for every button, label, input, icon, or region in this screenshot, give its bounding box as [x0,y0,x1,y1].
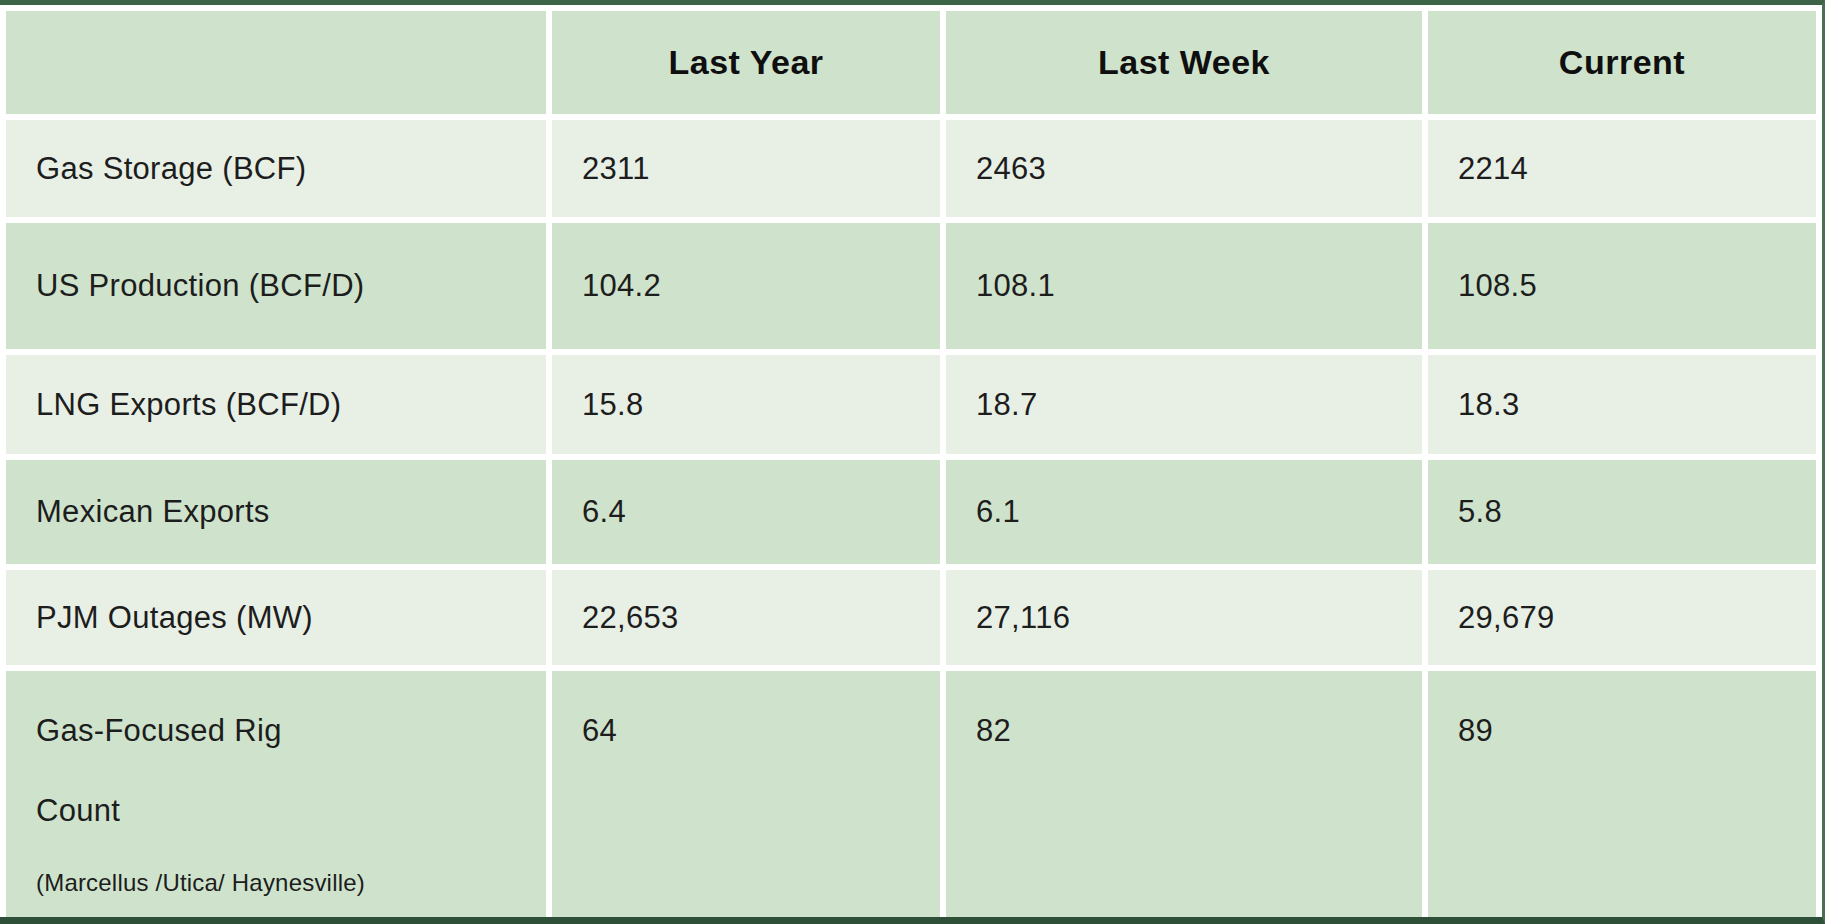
cell-pjm-outages-current: 29,679 [1428,570,1816,665]
table-row-us-production: US Production (BCF/D) 104.2 108.1 108.5 [6,223,1816,349]
table-row-rig-count: Gas-Focused Rig Count (Marcellus /Utica/… [6,671,1816,917]
table-row-mexican-exports: Mexican Exports 6.4 6.1 5.8 [6,460,1816,564]
header-row: Last Year Last Week Current [6,11,1816,114]
cell-mexican-exports-last-year: 6.4 [552,460,940,564]
rig-count-label-line-1: Gas-Focused Rig [36,691,536,771]
row-label-rig-count: Gas-Focused Rig Count (Marcellus /Utica/… [6,671,546,917]
cell-gas-storage-current: 2214 [1428,120,1816,217]
cell-pjm-outages-last-year: 22,653 [552,570,940,665]
row-label-us-production: US Production (BCF/D) [6,223,546,349]
cell-lng-exports-last-year: 15.8 [552,355,940,454]
col-header-last-year: Last Year [552,11,940,114]
table-row-pjm-outages: PJM Outages (MW) 22,653 27,116 29,679 [6,570,1816,665]
corner-cell [6,11,546,114]
row-label-mexican-exports: Mexican Exports [6,460,546,564]
rig-count-label-line-2: Count [36,771,536,851]
row-label-lng-exports: LNG Exports (BCF/D) [6,355,546,454]
cell-rig-count-current: 89 [1428,671,1816,917]
cell-rig-count-last-year: 64 [552,671,940,917]
gas-metrics-table: Last Year Last Week Current Gas Storage … [0,5,1822,923]
col-header-current: Current [1428,11,1816,114]
metrics-table-frame: Last Year Last Week Current Gas Storage … [0,0,1825,924]
cell-rig-count-last-week: 82 [946,671,1422,917]
cell-us-production-current: 108.5 [1428,223,1816,349]
cell-mexican-exports-last-week: 6.1 [946,460,1422,564]
table-row-lng-exports: LNG Exports (BCF/D) 15.8 18.7 18.3 [6,355,1816,454]
cell-gas-storage-last-week: 2463 [946,120,1422,217]
cell-pjm-outages-last-week: 27,116 [946,570,1422,665]
cell-us-production-last-week: 108.1 [946,223,1422,349]
cell-gas-storage-last-year: 2311 [552,120,940,217]
rig-count-last-week-value: 82 [976,691,1412,771]
rig-count-basins-caption: (Marcellus /Utica/ Haynesville) [36,861,536,905]
table-row-gas-storage: Gas Storage (BCF) 2311 2463 2214 [6,120,1816,217]
row-label-pjm-outages: PJM Outages (MW) [6,570,546,665]
rig-count-last-year-value: 64 [582,691,930,771]
cell-mexican-exports-current: 5.8 [1428,460,1816,564]
cell-us-production-last-year: 104.2 [552,223,940,349]
cell-lng-exports-last-week: 18.7 [946,355,1422,454]
rig-count-current-value: 89 [1458,691,1806,771]
row-label-gas-storage: Gas Storage (BCF) [6,120,546,217]
cell-lng-exports-current: 18.3 [1428,355,1816,454]
col-header-last-week: Last Week [946,11,1422,114]
